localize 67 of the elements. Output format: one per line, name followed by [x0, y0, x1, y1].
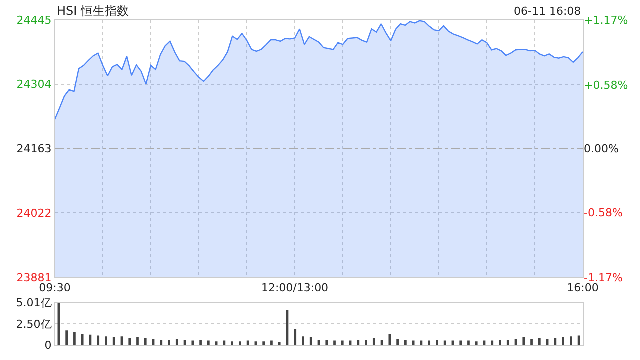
bar [160, 340, 163, 345]
bar [231, 342, 234, 345]
bar [522, 337, 526, 345]
bar [294, 328, 297, 345]
bar [176, 339, 178, 345]
chart-title: HSI 恒生指数 [57, 4, 129, 18]
y-tick-label: 24304 [16, 78, 52, 92]
bar [475, 342, 478, 345]
bar [357, 340, 360, 345]
bar [334, 340, 336, 345]
bar [468, 340, 470, 345]
bar [372, 338, 376, 345]
y-tick-label: 23881 [16, 271, 52, 284]
bar [136, 337, 139, 345]
bar [554, 338, 557, 345]
bar [81, 334, 84, 345]
bar [105, 336, 108, 345]
x-tick-label: 16:00 [567, 282, 599, 295]
bar [341, 340, 344, 345]
y-tick-label: 0 [44, 338, 52, 352]
bar [326, 340, 328, 345]
bar [428, 340, 431, 345]
bar [200, 340, 202, 345]
bar [530, 339, 533, 345]
y2-tick-label: -1.17% [584, 271, 623, 284]
x-tick-label: 09:30 [39, 282, 71, 295]
y-tick-label: 24022 [16, 206, 52, 220]
bar [66, 330, 68, 345]
bar [499, 340, 502, 345]
bar [128, 338, 132, 345]
bar [270, 340, 273, 345]
bar [506, 340, 510, 345]
bar [460, 340, 462, 345]
bar [412, 340, 415, 345]
y-tick-label: 5.01亿 [16, 296, 52, 310]
bar [278, 342, 281, 345]
bar [144, 338, 147, 345]
bar [207, 340, 210, 345]
bar [302, 336, 304, 345]
bar [310, 337, 312, 345]
bar [388, 334, 392, 345]
bar [562, 337, 564, 345]
bar [262, 342, 266, 345]
bar [192, 340, 194, 345]
y2-tick-label: 0.00% [584, 142, 619, 156]
bar [538, 338, 541, 345]
x-tick-label: 12:00/13:00 [261, 282, 329, 295]
bar [396, 339, 399, 345]
bar [97, 336, 100, 345]
bar [491, 340, 494, 345]
y-tick-label: 24445 [16, 14, 52, 27]
bar [404, 340, 407, 345]
bar [112, 337, 116, 345]
y-tick-label: 24163 [16, 142, 52, 156]
bar [365, 340, 368, 345]
y-tick-label: 2.50亿 [16, 318, 52, 331]
bar [74, 332, 76, 345]
y2-tick-label: -0.58% [584, 206, 623, 220]
bar [239, 342, 242, 345]
bar [570, 336, 572, 345]
bar [436, 340, 438, 345]
bar [444, 340, 446, 345]
bar [168, 340, 170, 345]
bar [246, 340, 250, 345]
y2-tick-label: +1.17% [584, 14, 628, 27]
text: 06-11 16:08 [514, 5, 582, 18]
y2-tick-label: +0.58% [584, 78, 628, 92]
